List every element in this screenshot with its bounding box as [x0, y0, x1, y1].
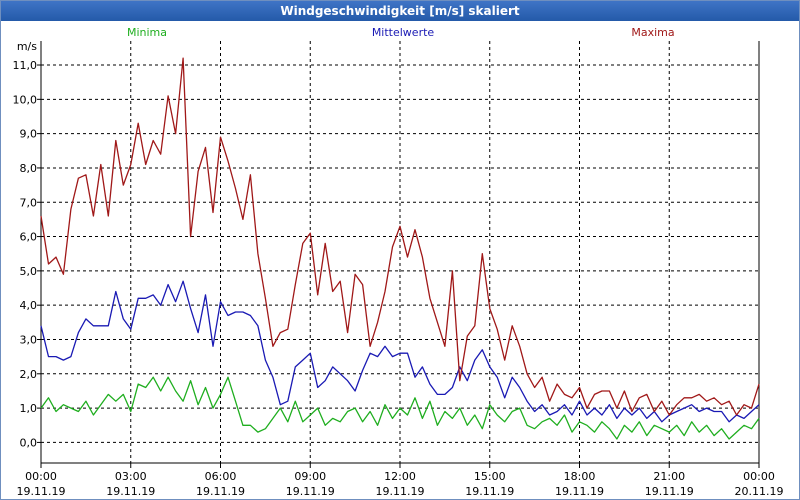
y-tick-label: 3,0 — [20, 333, 38, 346]
axes: 0,0 1,0 2,0 3,0 4,0 5,0 6,0 7,0 8,0 9,0 10,0 11,0 00… — [13, 40, 784, 498]
series-line-minima — [40, 376, 760, 440]
legend-item-maxima: Maxima — [631, 26, 674, 39]
y-tick-label: 11,0 — [13, 59, 38, 72]
x-tick-label-time: 00:00 — [25, 470, 57, 483]
series-line-mittelwerte — [40, 280, 760, 423]
legend: Minima Mittelwerte Maxima — [127, 26, 675, 39]
y-tick-label: 2,0 — [20, 368, 38, 381]
y-tick-label: 9,0 — [20, 128, 38, 141]
y-tick-label: 0,0 — [20, 436, 38, 449]
x-tick-label-time: 03:00 — [115, 470, 147, 483]
x-tick-label-date: 19.11.19 — [106, 485, 155, 498]
x-tick-label-date: 19.11.19 — [465, 485, 514, 498]
series-line-maxima — [40, 57, 760, 416]
chart-title: Windgeschwindigkeit [m/s] skaliert — [1, 1, 799, 21]
x-tick-label-date: 19.11.19 — [376, 485, 425, 498]
y-tick-label: 4,0 — [20, 299, 38, 312]
x-tick-label-date: 20.11.19 — [735, 485, 784, 498]
grid — [41, 41, 759, 463]
y-tick-label: 6,0 — [20, 231, 38, 244]
x-tick-label-time: 00:00 — [743, 470, 775, 483]
x-tick-label-time: 15:00 — [474, 470, 506, 483]
x-tick-label-date: 19.11.19 — [555, 485, 604, 498]
x-tick-label-time: 12:00 — [384, 470, 416, 483]
x-tick-label-date: 19.11.19 — [286, 485, 335, 498]
y-tick-label: 10,0 — [13, 93, 38, 106]
x-tick-label-date: 19.11.19 — [196, 485, 245, 498]
y-tick-label: 5,0 — [20, 265, 38, 278]
x-tick-label-date: 19.11.19 — [17, 485, 66, 498]
x-tick-label-time: 21:00 — [653, 470, 685, 483]
series-lines — [40, 57, 760, 440]
x-tick-label-time: 09:00 — [294, 470, 326, 483]
x-tick-label-date: 19.11.19 — [645, 485, 694, 498]
y-axis-unit-label: m/s — [17, 40, 37, 53]
legend-item-mittelwerte: Mittelwerte — [372, 26, 435, 39]
line-chart: 0,0 1,0 2,0 3,0 4,0 5,0 6,0 7,0 8,0 9,0 10,0 11,0 00… — [13, 26, 784, 498]
y-tick-label: 1,0 — [20, 402, 38, 415]
legend-item-minima: Minima — [127, 26, 167, 39]
y-tick-label: 8,0 — [20, 162, 38, 175]
x-tick-label-time: 06:00 — [205, 470, 237, 483]
x-tick-label-time: 18:00 — [564, 470, 596, 483]
y-tick-label: 7,0 — [20, 196, 38, 209]
